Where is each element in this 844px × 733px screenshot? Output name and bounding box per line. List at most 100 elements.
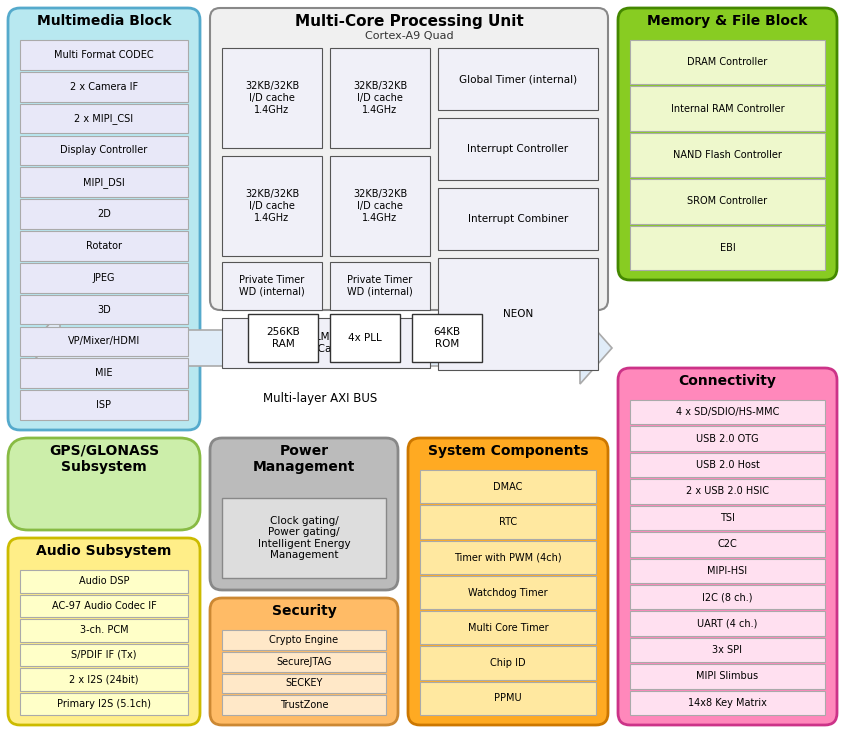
Bar (630, 479, 824, 504)
Text: 64KB
ROM: 64KB ROM (433, 327, 460, 349)
Text: Watchdog Timer: Watchdog Timer (468, 588, 547, 597)
Bar (330, 262, 430, 310)
Bar (20, 570, 187, 592)
Text: NEON: NEON (502, 309, 533, 319)
Text: MIPI Slimbus: MIPI Slimbus (695, 671, 758, 682)
Bar (20, 693, 187, 715)
Text: 2 x I2S (24bit): 2 x I2S (24bit) (69, 674, 138, 684)
Bar (344, 334, 385, 348)
Text: Interrupt Combiner: Interrupt Combiner (468, 214, 567, 224)
Text: Multi-Core Processing Unit: Multi-Core Processing Unit (295, 14, 522, 29)
Bar (419, 576, 595, 609)
Text: 14x8 Key Matrix: 14x8 Key Matrix (687, 698, 766, 708)
FancyBboxPatch shape (617, 8, 836, 280)
Text: GPS/GLONASS
Subsystem: GPS/GLONASS Subsystem (49, 444, 159, 474)
Bar (419, 505, 595, 539)
Text: Display Controller: Display Controller (60, 145, 148, 155)
Text: 1MB
L2 Cache: 1MB L2 Cache (301, 332, 349, 354)
Bar (630, 690, 824, 715)
Bar (630, 506, 824, 530)
Text: 2 x Camera IF: 2 x Camera IF (70, 82, 138, 92)
Text: MIPI_DSI: MIPI_DSI (83, 177, 125, 188)
Text: Audio Subsystem: Audio Subsystem (36, 544, 171, 558)
Text: Audio DSP: Audio DSP (78, 576, 129, 586)
Text: 2 x MIPI_CSI: 2 x MIPI_CSI (74, 113, 133, 124)
Text: Memory & File Block: Memory & File Block (647, 14, 807, 28)
Text: 4 x SD/SDIO/HS-MMC: 4 x SD/SDIO/HS-MMC (675, 408, 778, 417)
Bar (419, 540, 595, 574)
Text: 3D: 3D (97, 305, 111, 314)
Text: JPEG: JPEG (93, 273, 115, 283)
Text: Crypto Engine: Crypto Engine (269, 635, 338, 645)
Bar (20, 668, 187, 690)
Text: TSI: TSI (719, 513, 734, 523)
Bar (20, 136, 187, 166)
Text: Chip ID: Chip ID (490, 658, 525, 668)
Bar (20, 231, 187, 261)
Text: USB 2.0 OTG: USB 2.0 OTG (695, 434, 758, 443)
Text: EBI: EBI (719, 243, 734, 253)
Text: 2 x USB 2.0 HSIC: 2 x USB 2.0 HSIC (685, 487, 768, 496)
Text: 32KB/32KB
I/D cache
1.4GHz: 32KB/32KB I/D cache 1.4GHz (353, 81, 407, 114)
Bar (630, 532, 824, 556)
FancyBboxPatch shape (210, 598, 398, 725)
Bar (419, 470, 595, 504)
Bar (20, 390, 187, 420)
Text: Connectivity: Connectivity (678, 374, 776, 388)
Bar (419, 611, 595, 644)
Bar (222, 498, 386, 578)
FancyBboxPatch shape (210, 8, 608, 310)
Text: ISP: ISP (96, 400, 111, 410)
Text: PPMU: PPMU (494, 693, 522, 704)
FancyBboxPatch shape (617, 368, 836, 725)
FancyBboxPatch shape (408, 438, 608, 725)
Text: USB 2.0 Host: USB 2.0 Host (695, 460, 759, 470)
Text: 3-ch. PCM: 3-ch. PCM (79, 625, 128, 636)
Text: I2C (8 ch.): I2C (8 ch.) (701, 592, 752, 602)
Text: 4x PLL: 4x PLL (348, 333, 381, 343)
Bar (630, 638, 824, 662)
Bar (630, 400, 824, 424)
Text: Private Timer
WD (internal): Private Timer WD (internal) (239, 275, 305, 297)
Bar (330, 156, 430, 256)
Bar (630, 133, 824, 177)
Text: 32KB/32KB
I/D cache
1.4GHz: 32KB/32KB I/D cache 1.4GHz (353, 189, 407, 223)
Text: AC-97 Audio Codec IF: AC-97 Audio Codec IF (51, 601, 156, 611)
Bar (437, 188, 598, 250)
Bar (20, 167, 187, 197)
Bar (419, 647, 595, 679)
Bar (330, 48, 430, 148)
Bar (262, 334, 303, 348)
Text: Multi Format CODEC: Multi Format CODEC (54, 50, 154, 60)
Bar (419, 682, 595, 715)
Text: SecureJTAG: SecureJTAG (276, 657, 332, 666)
Bar (20, 263, 187, 292)
Bar (630, 226, 824, 270)
Bar (20, 40, 187, 70)
Text: TrustZone: TrustZone (279, 700, 327, 710)
Text: Security: Security (271, 604, 336, 618)
Text: Multi Core Timer: Multi Core Timer (467, 623, 548, 633)
Text: RTC: RTC (498, 517, 517, 527)
Text: UART (4 ch.): UART (4 ch.) (696, 619, 757, 628)
Bar (630, 179, 824, 224)
Bar (20, 358, 187, 388)
Text: Multi-layer AXI BUS: Multi-layer AXI BUS (262, 392, 376, 405)
Bar (247, 314, 317, 362)
Text: DRAM Controller: DRAM Controller (686, 57, 766, 67)
Text: 2D: 2D (97, 209, 111, 219)
Text: Internal RAM Controller: Internal RAM Controller (670, 103, 783, 114)
FancyBboxPatch shape (210, 438, 398, 590)
Text: Primary I2S (5.1ch): Primary I2S (5.1ch) (57, 699, 151, 709)
Text: S/PDIF IF (Tx): S/PDIF IF (Tx) (71, 649, 137, 660)
Bar (222, 674, 386, 693)
Bar (20, 619, 187, 641)
Bar (630, 40, 824, 84)
Bar (437, 48, 598, 110)
Text: C2C: C2C (717, 539, 737, 549)
Text: SROM Controller: SROM Controller (687, 196, 766, 207)
Text: 3x SPI: 3x SPI (711, 645, 742, 655)
Bar (20, 103, 187, 133)
Bar (222, 262, 322, 310)
Bar (20, 594, 187, 617)
